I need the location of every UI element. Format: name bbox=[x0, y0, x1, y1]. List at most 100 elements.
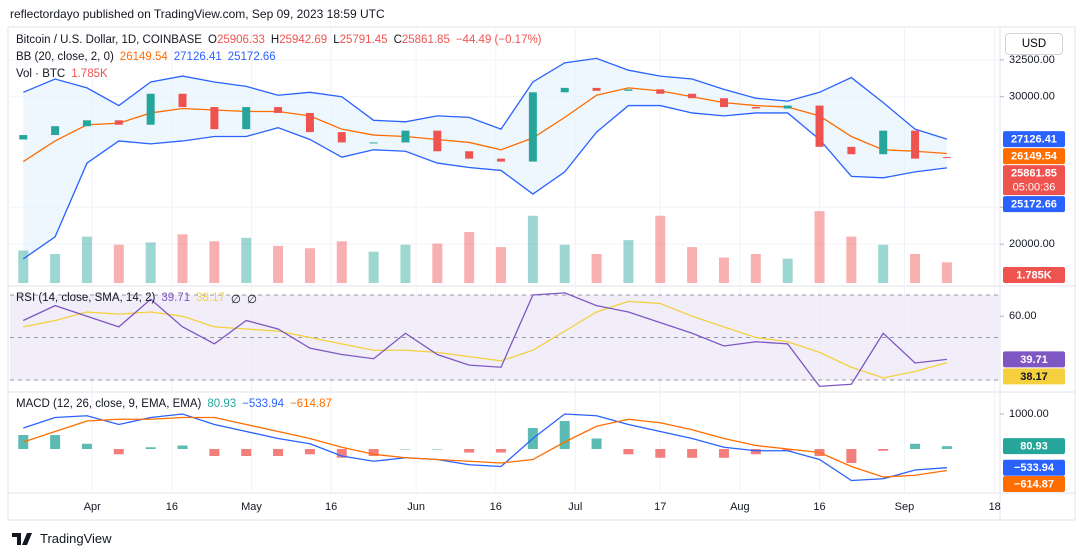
ohlc-item: C25861.85 bbox=[394, 34, 450, 46]
price-label: 1.785K bbox=[1016, 269, 1052, 281]
band-line bbox=[22, 104, 947, 260]
x-tick-label: Jul bbox=[568, 501, 582, 513]
ohlc-label: L bbox=[333, 34, 340, 46]
x-tick-label: Sep bbox=[895, 501, 915, 513]
candle-body bbox=[82, 120, 91, 127]
histogram-bar bbox=[718, 449, 729, 458]
candle-body bbox=[847, 146, 856, 155]
candle-body bbox=[783, 105, 792, 109]
candle-body bbox=[528, 92, 537, 162]
candle-body bbox=[51, 126, 60, 136]
legend: Bitcoin / U.S. Dollar, 1D, COINBASE O2590… bbox=[16, 34, 542, 46]
candle-body bbox=[751, 107, 760, 109]
macd-line bbox=[23, 416, 948, 478]
histogram-bar bbox=[145, 447, 156, 450]
price-label-box bbox=[1003, 267, 1065, 283]
histogram-bar bbox=[591, 438, 602, 450]
volume-bar bbox=[336, 241, 347, 283]
legend-value: 25172.66 bbox=[227, 51, 276, 63]
volume-bar bbox=[145, 242, 156, 283]
ohlc-value: 25942.69 bbox=[279, 34, 328, 46]
ohlc-value: 25906.33 bbox=[216, 34, 265, 46]
legend-value: 1.785K bbox=[71, 68, 108, 80]
candle-body bbox=[401, 130, 410, 143]
candle-body bbox=[242, 107, 251, 130]
x-tick-label: Jun bbox=[407, 501, 425, 513]
volume-bar bbox=[400, 244, 411, 283]
price-label: 38.17 bbox=[1020, 371, 1048, 383]
volume-bar bbox=[18, 250, 29, 283]
volume-bar bbox=[846, 236, 857, 283]
histogram-bar bbox=[464, 449, 475, 453]
legend-title: RSI (14, close, SMA, 14, 2) bbox=[16, 292, 156, 304]
volume-bar bbox=[368, 251, 379, 283]
y-tick-label: 32500.00 bbox=[1009, 54, 1055, 66]
currency-button[interactable]: USD bbox=[1005, 33, 1063, 55]
ohlc-item: L25791.45 bbox=[333, 34, 387, 46]
legend-value: −533.94 bbox=[242, 398, 285, 410]
histogram-bar bbox=[878, 449, 889, 451]
histogram-bar bbox=[750, 449, 761, 455]
rsi-line bbox=[23, 300, 948, 379]
ohlc-item: O25906.33 bbox=[208, 34, 265, 46]
histogram-bar bbox=[241, 449, 252, 457]
legend-na: ∅ bbox=[246, 294, 257, 306]
candle-body bbox=[433, 130, 442, 152]
price-label-box bbox=[1003, 438, 1065, 455]
volume-bar bbox=[113, 244, 124, 283]
x-tick-label: 17 bbox=[654, 501, 666, 513]
band-fill bbox=[23, 58, 947, 259]
histogram-bar bbox=[496, 449, 507, 453]
macd-line bbox=[23, 413, 947, 482]
candle-body bbox=[146, 93, 155, 125]
candle-body bbox=[719, 98, 728, 108]
ohlc-label: H bbox=[270, 34, 280, 46]
histogram-bar bbox=[50, 435, 61, 450]
volume-bar bbox=[559, 244, 570, 283]
price-label: −614.87 bbox=[1014, 478, 1054, 490]
x-tick-label: 16 bbox=[325, 501, 337, 513]
volume-bar bbox=[910, 254, 921, 283]
volume-bar bbox=[941, 262, 952, 283]
volume-bar bbox=[464, 232, 475, 283]
price-label: 27126.41 bbox=[1011, 133, 1057, 145]
y-tick-label: 20000.00 bbox=[1009, 238, 1055, 250]
histogram-bar bbox=[177, 445, 188, 450]
band-line bbox=[22, 87, 947, 163]
histogram-bar bbox=[81, 443, 92, 450]
price-label-box bbox=[1003, 165, 1065, 196]
volume-bar bbox=[273, 245, 284, 283]
x-tick-label: 16 bbox=[813, 501, 825, 513]
volume-bar bbox=[655, 215, 666, 283]
price-label-box bbox=[1003, 351, 1065, 368]
histogram-bar bbox=[336, 449, 347, 458]
volume-bar bbox=[623, 240, 634, 283]
x-tick-label: 16 bbox=[490, 501, 502, 513]
logo bbox=[12, 532, 32, 545]
volume-bar bbox=[81, 236, 92, 283]
histogram-bar bbox=[941, 446, 952, 450]
footer: TradingView bbox=[12, 531, 112, 546]
price-label-box bbox=[1003, 476, 1065, 492]
countdown: 05:00:36 bbox=[1013, 181, 1056, 193]
legend-na: ∅ bbox=[230, 294, 241, 306]
volume-bar bbox=[50, 254, 61, 283]
histogram-bar bbox=[782, 449, 793, 451]
volume-bar bbox=[750, 254, 761, 283]
x-tick-label: 18 bbox=[989, 501, 1001, 513]
rsi-line bbox=[22, 292, 947, 388]
volume-bar bbox=[782, 258, 793, 283]
histogram-bar bbox=[368, 449, 379, 457]
x-tick-label: Aug bbox=[730, 501, 750, 513]
candle-body bbox=[369, 142, 378, 144]
plot-frame bbox=[7, 26, 1076, 521]
price-label-box bbox=[1003, 131, 1065, 148]
price-label: 25172.66 bbox=[1011, 198, 1057, 210]
legend: RSI (14, close, SMA, 14, 2) 39.71 38.17 ∅ ∅ bbox=[16, 292, 257, 306]
histogram-bar bbox=[209, 449, 220, 457]
candle-body bbox=[337, 132, 346, 143]
x-tick-label: 16 bbox=[166, 501, 178, 513]
ohlc-label: O bbox=[207, 34, 217, 46]
